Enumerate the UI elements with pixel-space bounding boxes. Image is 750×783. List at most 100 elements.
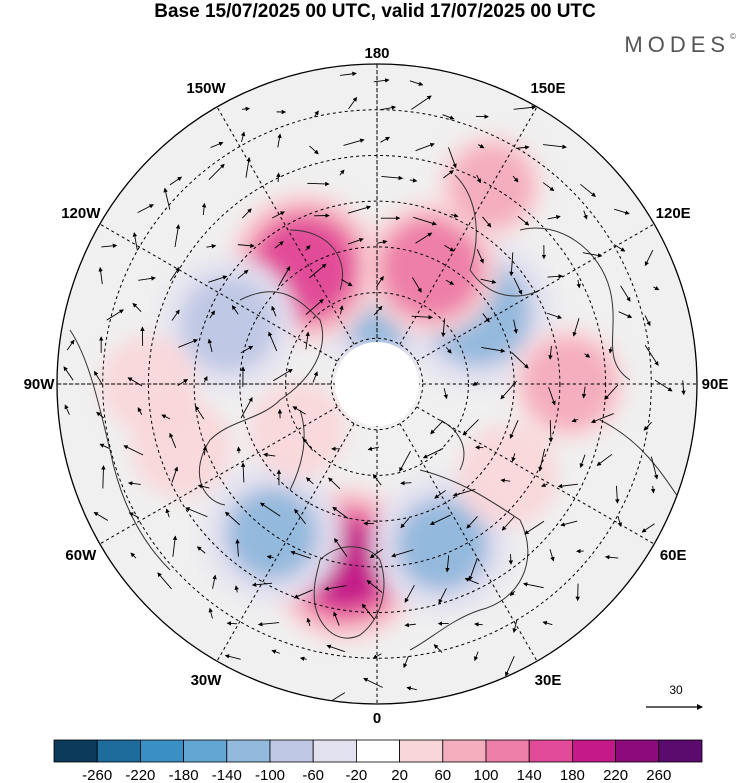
wind-vector (644, 249, 654, 267)
wind-vector (478, 143, 485, 149)
wind-vector (138, 276, 156, 281)
wind-vector (343, 138, 365, 146)
wind-vector (452, 488, 476, 497)
wind-vector (207, 338, 213, 353)
wind-vector (650, 456, 659, 480)
wind-vector (413, 216, 437, 226)
wind-vector (404, 584, 415, 603)
wind-vector (196, 546, 206, 554)
meridian-label-120e: 120E (656, 205, 691, 222)
wind-vector (309, 263, 327, 279)
wind-vector (224, 654, 241, 660)
wind-vector (474, 622, 483, 627)
wind-vector (515, 145, 530, 150)
wind-vector (509, 252, 514, 277)
meridian-label-0: 0 (373, 710, 381, 727)
wind-vector (240, 397, 253, 419)
wind-vector (542, 182, 555, 192)
wind-vector (473, 651, 479, 662)
wind-vector (415, 142, 435, 152)
colorbar-label: -220 (125, 767, 155, 783)
wind-vector (242, 208, 252, 219)
wind-vector (208, 275, 228, 283)
meridian-330 (216, 423, 355, 662)
wind-vector (171, 309, 180, 321)
wind-vector (93, 512, 108, 521)
anomaly-level-5-2 (401, 504, 483, 586)
wind-vector (411, 314, 434, 320)
wind-vector (268, 331, 278, 352)
wind-vector (274, 241, 284, 249)
meridian-label-30e: 30E (535, 672, 562, 689)
colorbar-label: 100 (473, 767, 498, 783)
wind-vector (305, 477, 314, 485)
wind-vector (172, 535, 178, 557)
wind-vector (130, 552, 137, 559)
wind-vector (549, 549, 555, 562)
wind-vector (482, 313, 490, 323)
wind-vector (293, 589, 313, 599)
colorbar-swatch-1 (96, 739, 141, 763)
wind-vector (557, 483, 579, 489)
wind-vector (240, 462, 246, 483)
wind-vector (681, 380, 686, 396)
wind-vector (476, 249, 484, 264)
wind-vector (237, 243, 255, 248)
wind-vector (505, 655, 515, 677)
wind-vector (442, 114, 455, 120)
wind-vector (235, 538, 240, 557)
anomaly-level-7-1 (383, 220, 479, 316)
map-border (56, 63, 698, 705)
wind-vector (106, 309, 124, 321)
colorbar-label: 140 (517, 767, 542, 783)
anomaly-outer-12 (249, 380, 347, 479)
wind-vector (174, 224, 181, 248)
wind-vector (433, 644, 443, 653)
modes-logo: MODES© (624, 32, 736, 58)
wind-vector (468, 557, 478, 581)
wind-vector (312, 371, 318, 383)
wind-vector (224, 511, 241, 526)
colorbar-swatch-5 (269, 739, 314, 763)
wind-vector (542, 620, 553, 626)
wind-vector (299, 656, 307, 662)
colorbar-swatch-11 (528, 739, 573, 763)
wind-vector (548, 420, 554, 443)
wind-vector (202, 445, 208, 456)
wind-reference-label: 30 (669, 683, 683, 697)
wind-vector (292, 406, 306, 415)
wind-vector (347, 205, 372, 214)
meridian-30 (399, 423, 538, 662)
wind-vector (604, 384, 619, 400)
wind-vector (509, 590, 516, 596)
wind-vector (169, 432, 177, 449)
wind-vector (380, 136, 391, 143)
wind-vector (450, 213, 459, 218)
wind-vectors (63, 71, 686, 704)
wind-vector (403, 656, 409, 669)
colorbar-swatch-3 (183, 739, 228, 763)
wind-vector (513, 277, 523, 295)
wind-vector (513, 105, 537, 110)
wind-vector (590, 413, 614, 424)
colorbar-swatch-14 (658, 739, 703, 763)
wind-vector (415, 232, 433, 244)
wind-vector (276, 172, 281, 183)
wind-vector (324, 585, 347, 591)
wind-vector (584, 353, 591, 358)
wind-vector (596, 453, 613, 466)
wind-vector (273, 368, 293, 382)
wind-vector (448, 147, 457, 169)
wind-vector (257, 622, 280, 627)
wind-vector (618, 311, 633, 318)
wind-vector (241, 106, 251, 112)
wind-vector (547, 274, 564, 279)
wind-vector (538, 448, 546, 472)
colorbar-swatch-8 (399, 739, 444, 763)
colorbar-label: -20 (346, 767, 368, 783)
wind-vector (613, 244, 626, 252)
wind-vector (96, 411, 105, 419)
wind-vector (290, 550, 311, 559)
colorbar-label: 20 (391, 767, 408, 783)
wind-vector (234, 585, 239, 593)
